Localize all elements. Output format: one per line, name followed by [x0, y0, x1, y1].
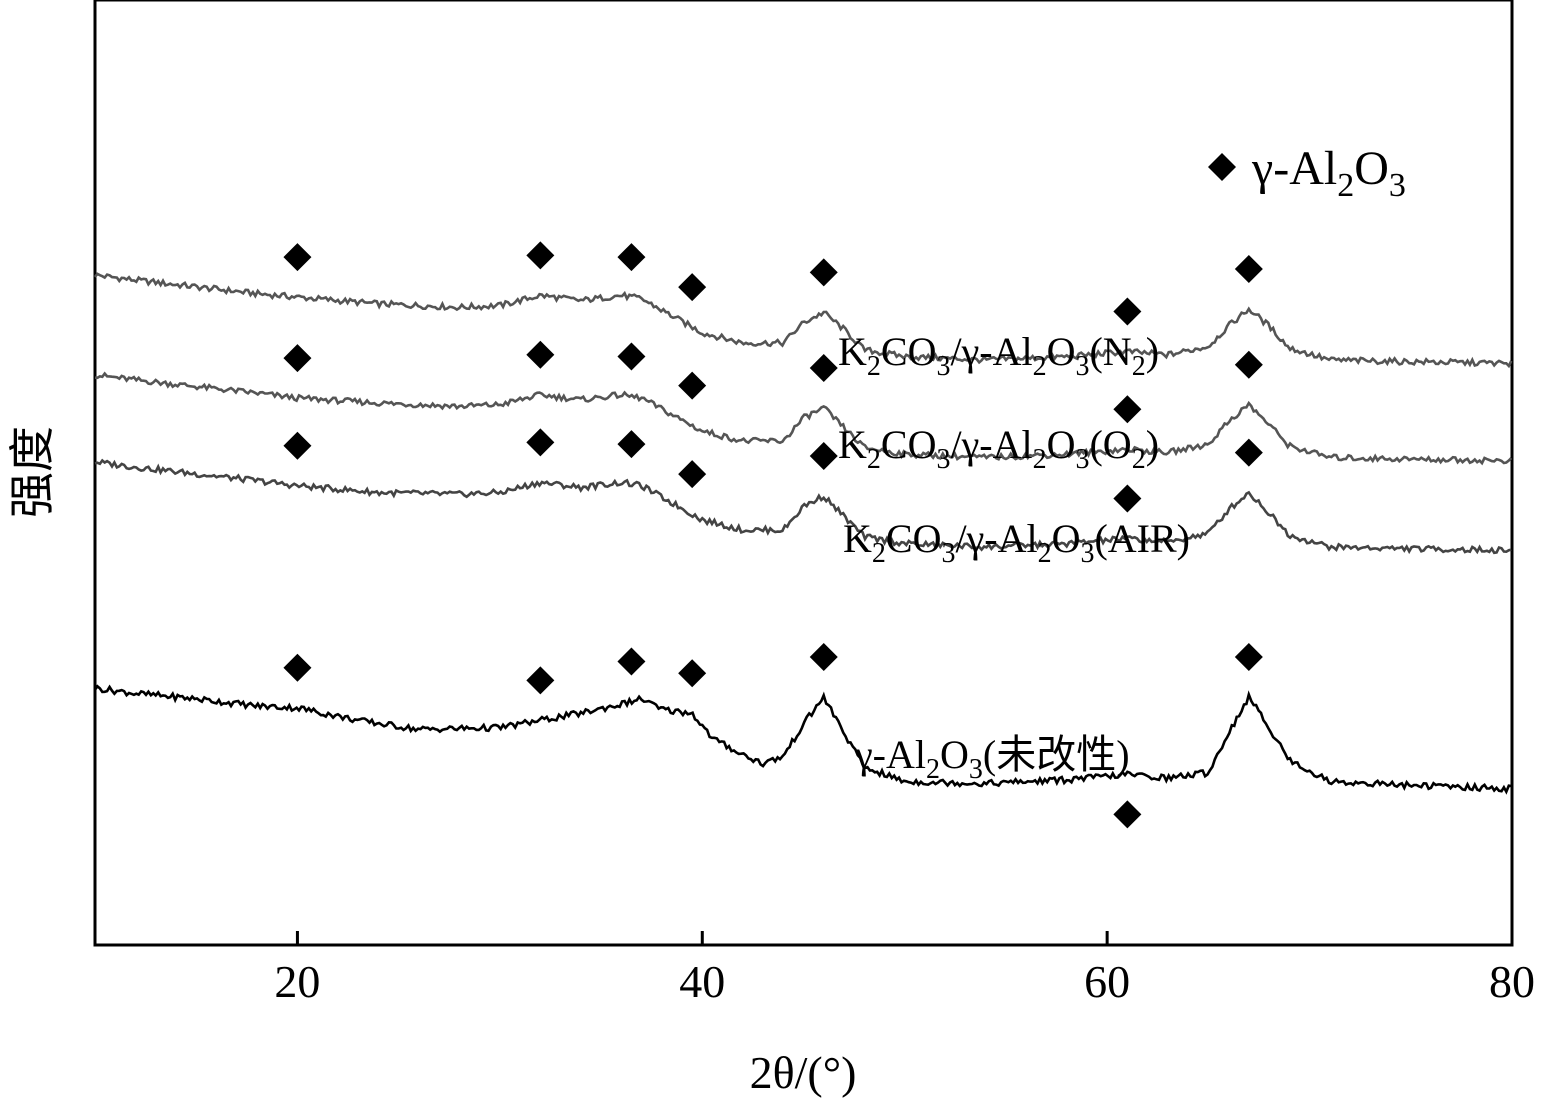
series-layer	[93, 272, 1513, 795]
series-labels: K2CO3/γ-Al2O3(N2) K2CO3/γ-Al2O3(O2) K2CO3/…	[838, 329, 1190, 785]
peak-diamond-icon	[1234, 255, 1263, 283]
series-line	[93, 684, 1512, 795]
peak-diamond-icon	[283, 653, 312, 682]
x-tick-label: 60	[1084, 956, 1130, 1007]
peak-diamond-icon	[1113, 800, 1142, 829]
peak-diamond-icon	[617, 647, 646, 676]
peak-diamond-icon	[617, 243, 646, 272]
x-tick-label: 80	[1489, 956, 1535, 1007]
peak-diamond-icon	[1234, 438, 1263, 467]
peak-diamond-icon	[678, 659, 707, 688]
legend-diamond-icon	[1208, 153, 1236, 181]
peak-diamond-icon	[809, 643, 838, 671]
peak-diamond-icon	[526, 428, 555, 457]
peak-diamond-icon	[678, 273, 707, 302]
x-tick-label: 40	[679, 956, 725, 1007]
peak-diamond-icon	[283, 431, 312, 460]
series-line	[94, 458, 1512, 555]
peak-diamond-icon	[526, 666, 555, 695]
peak-diamond-icon	[526, 241, 555, 270]
y-axis-title: 强度	[7, 426, 58, 518]
peak-diamond-icon	[617, 342, 646, 371]
peak-diamond-icon	[809, 442, 838, 470]
series-label: K2CO3/γ-Al2O3(O2)	[838, 422, 1159, 475]
series-label: γ-Al2O3(未改性)	[854, 732, 1130, 785]
peak-diamond-icon	[1113, 297, 1142, 326]
series-line	[93, 272, 1513, 369]
peak-diamond-icon	[678, 371, 707, 400]
series-line	[94, 371, 1513, 466]
peak-diamond-icon	[1113, 395, 1142, 424]
legend-label: γ-Al2O3	[1251, 142, 1406, 204]
x-ticks: 20 40 60 80	[274, 931, 1535, 1007]
peak-diamond-icon	[809, 258, 838, 287]
peak-diamond-icon	[678, 460, 707, 489]
x-tick-label: 20	[274, 956, 320, 1007]
peak-diamond-icon	[809, 354, 838, 382]
plot-frame	[93, 0, 1514, 947]
peak-diamond-icon	[1234, 350, 1263, 379]
series-label: K2CO3/γ-Al2O3(N2)	[838, 329, 1159, 382]
series-label: K2CO3/γ-Al2O3(AIR)	[843, 516, 1190, 569]
x-axis-title: 2θ/(°)	[750, 1047, 857, 1098]
peak-diamond-icon	[283, 344, 312, 373]
peak-diamond-icon	[1234, 643, 1263, 671]
legend: γ-Al2O3	[1208, 142, 1406, 204]
peak-diamond-icon	[1113, 484, 1142, 513]
peak-diamond-icon	[283, 243, 312, 272]
peak-diamond-icon	[617, 430, 646, 459]
peak-diamond-icon	[526, 340, 555, 369]
peak-markers	[283, 241, 1263, 829]
